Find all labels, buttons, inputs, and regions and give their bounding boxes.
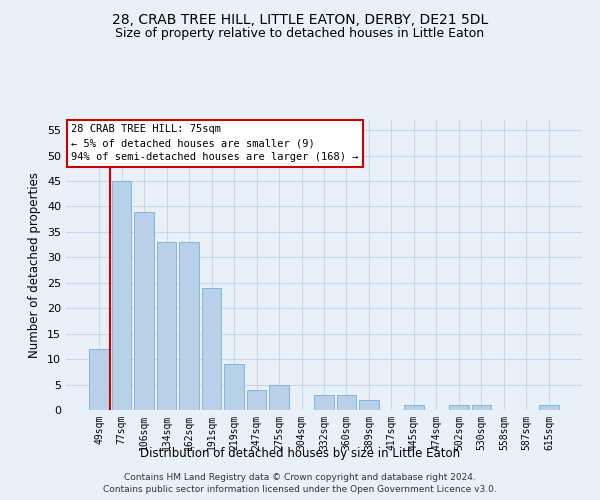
Bar	[472, 405, 491, 410]
Y-axis label: Number of detached properties: Number of detached properties	[28, 172, 41, 358]
Text: 28 CRAB TREE HILL: 75sqm
← 5% of detached houses are smaller (9)
94% of semi-det: 28 CRAB TREE HILL: 75sqm ← 5% of detache…	[71, 124, 359, 162]
Bar	[247, 390, 266, 410]
Text: Size of property relative to detached houses in Little Eaton: Size of property relative to detached ho…	[115, 28, 485, 40]
Text: Distribution of detached houses by size in Little Eaton: Distribution of detached houses by size …	[140, 448, 460, 460]
Bar	[337, 394, 356, 410]
Bar	[269, 384, 289, 410]
Text: Contains HM Land Registry data © Crown copyright and database right 2024.: Contains HM Land Registry data © Crown c…	[124, 472, 476, 482]
Bar	[179, 242, 199, 410]
Bar	[314, 394, 334, 410]
Bar	[224, 364, 244, 410]
Bar	[404, 405, 424, 410]
Bar	[134, 212, 154, 410]
Bar	[202, 288, 221, 410]
Bar	[449, 405, 469, 410]
Bar	[112, 181, 131, 410]
Text: Contains public sector information licensed under the Open Government Licence v3: Contains public sector information licen…	[103, 485, 497, 494]
Bar	[89, 349, 109, 410]
Bar	[539, 405, 559, 410]
Bar	[359, 400, 379, 410]
Bar	[157, 242, 176, 410]
Text: 28, CRAB TREE HILL, LITTLE EATON, DERBY, DE21 5DL: 28, CRAB TREE HILL, LITTLE EATON, DERBY,…	[112, 12, 488, 26]
